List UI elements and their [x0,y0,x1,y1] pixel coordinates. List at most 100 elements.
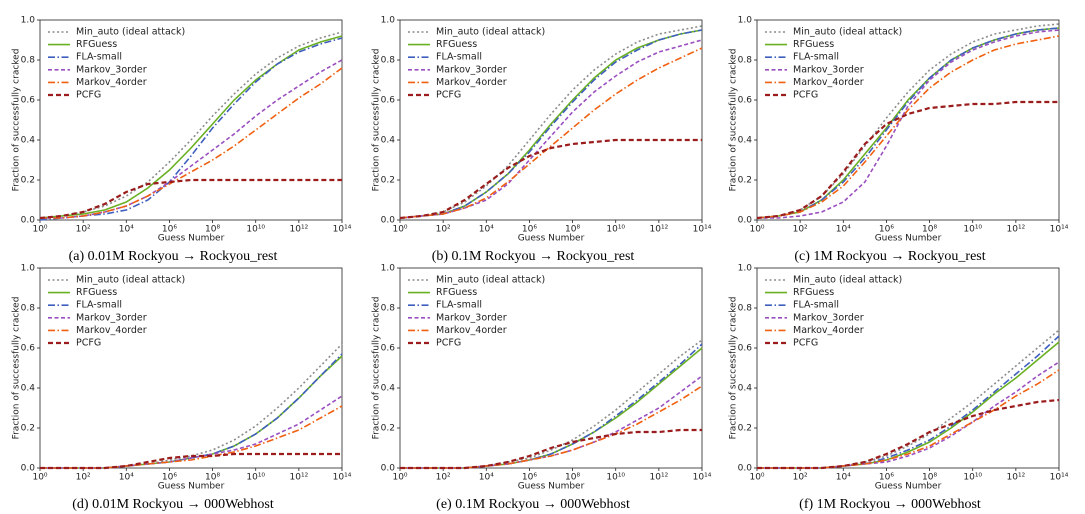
y-tick-label: 0.6 [21,344,36,354]
series-line [40,355,343,469]
y-tick-label: 0.4 [738,136,753,146]
legend-label: FLA-small [76,52,122,63]
series-line [757,398,1060,470]
x-tick-label: 10⁶ [162,473,177,483]
y-tick-label: 0.4 [738,384,753,394]
y-tick-label: 0.2 [381,176,395,186]
legend-label: Markov_4order [76,77,147,88]
legend-label: Markov_3order [436,312,507,323]
y-tick-label: 0.6 [21,96,36,106]
x-tick-label: 10¹⁰ [606,225,625,235]
y-tick-label: 0.2 [21,176,35,186]
x-tick-label: 10¹⁴ [1050,225,1069,235]
series-line [40,67,343,219]
legend-label: RFGuess [793,287,834,298]
legend-label: FLA-small [793,52,839,63]
y-tick-label: 0.4 [21,384,36,394]
series-line [756,27,1060,219]
chart-panel: 0.0 0.2 0.4 0.6 0.8 1.0 10⁰ 10² 10⁴ 10⁶ 10⁸ 10¹⁰ 10¹… [729,264,1069,513]
legend-label: PCFG [793,90,818,101]
series-line [399,138,702,220]
y-tick-label: 0.6 [381,96,396,106]
y-tick-label: 0.6 [381,344,396,354]
legend-label: PCFG [436,338,461,349]
caption: (f) 1M Rockyou → 000Webhost [799,497,981,512]
y-axis-label: Fraction of successfully cracked [372,297,382,440]
plot-area [399,267,703,469]
x-tick-label: 10¹² [290,225,309,235]
x-tick-label: 10⁸ [922,473,937,483]
x-tick-label: 10¹² [1007,473,1026,483]
legend-label: FLA-small [436,300,482,311]
x-tick-label: 10² [436,473,451,483]
x-tick-label: 10¹² [290,473,309,483]
legend-label: RFGuess [436,39,477,50]
plot-area [39,19,343,221]
x-tick-label: 10⁸ [565,473,580,483]
caption: (d) 0.01M Rockyou → 000Webhost [72,497,274,512]
chart-panel: 0.0 0.2 0.4 0.6 0.8 1.0 10⁰ 10² 10⁴ 10⁶ 10⁸ 10¹⁰ 10¹… [12,264,352,513]
legend-label: Markov_4order [793,77,864,88]
caption: (b) 0.1M Rockyou → Rockyou_rest [432,249,635,264]
y-axis-label: Fraction of successfully cracked [729,49,739,192]
plot-area [756,19,1060,221]
x-tick-label: 10¹² [650,225,669,235]
series-line [757,341,1060,469]
x-tick-label: 10⁰ [392,473,407,483]
x-tick-label: 10⁰ [32,225,47,235]
legend-label: Min_auto (ideal attack) [436,27,545,38]
x-tick-label: 10⁶ [879,473,894,483]
legend-label: Min_auto (ideal attack) [436,275,545,286]
x-tick-label: 10⁴ [119,225,134,235]
y-tick-label: 0.2 [738,424,752,434]
y-tick-label: 0.8 [21,56,36,66]
x-axis-label: Guess Number [158,234,225,244]
chart-panel: 0.0 0.2 0.4 0.6 0.8 1.0 10⁰ 10² 10⁴ 10⁶ 10⁸ 10¹⁰ 10¹… [372,16,712,265]
x-tick-label: 10² [76,473,91,483]
legend-label: Min_auto (ideal attack) [76,27,185,38]
y-tick-label: 0.8 [738,56,753,66]
legend-label: FLA-small [436,52,482,63]
series-line [39,35,343,219]
x-tick-label: 10² [793,225,808,235]
series-line [40,452,342,470]
plot-area [756,267,1060,469]
y-tick-label: 0.0 [738,216,753,226]
x-tick-label: 10⁸ [922,225,937,235]
x-tick-label: 10¹⁴ [693,473,712,483]
x-tick-label: 10¹⁰ [246,473,265,483]
series-line [400,385,703,469]
y-axis-label: Fraction of successfully cracked [729,297,739,440]
x-tick-label: 10⁶ [162,225,177,235]
y-tick-label: 1.0 [738,16,753,26]
y-tick-label: 0.8 [381,56,396,66]
x-tick-label: 10¹⁰ [963,225,982,235]
y-tick-label: 1.0 [738,264,753,274]
series-line [756,100,1059,220]
legend-label: Markov_3order [793,64,864,75]
legend-label: Min_auto (ideal attack) [76,275,185,286]
x-tick-label: 10⁸ [205,473,220,483]
legend-label: FLA-small [76,300,122,311]
series-line [756,23,1060,219]
y-tick-label: 0.0 [738,464,753,474]
x-tick-label: 10⁶ [879,225,894,235]
y-tick-label: 0.8 [381,304,396,314]
y-tick-label: 0.4 [381,384,396,394]
chart-panel: 0.0 0.2 0.4 0.6 0.8 1.0 10⁰ 10² 10⁴ 10⁶ 10⁸ 10¹⁰ 10¹… [729,16,1069,265]
x-tick-label: 10¹⁴ [1050,473,1069,483]
series-line [399,25,703,219]
series-line [39,178,342,220]
x-axis-label: Guess Number [518,482,585,492]
legend-label: Markov_3order [793,312,864,323]
x-axis-label: Guess Number [875,234,942,244]
series-line [40,353,343,469]
y-axis-label: Fraction of successfully cracked [12,297,22,440]
y-tick-label: 1.0 [21,264,36,274]
x-tick-label: 10⁴ [479,473,494,483]
y-tick-label: 1.0 [381,264,396,274]
x-tick-label: 10¹² [650,473,669,483]
legend-label: Markov_3order [76,64,147,75]
legend-label: RFGuess [793,39,834,50]
x-tick-label: 10² [436,225,451,235]
